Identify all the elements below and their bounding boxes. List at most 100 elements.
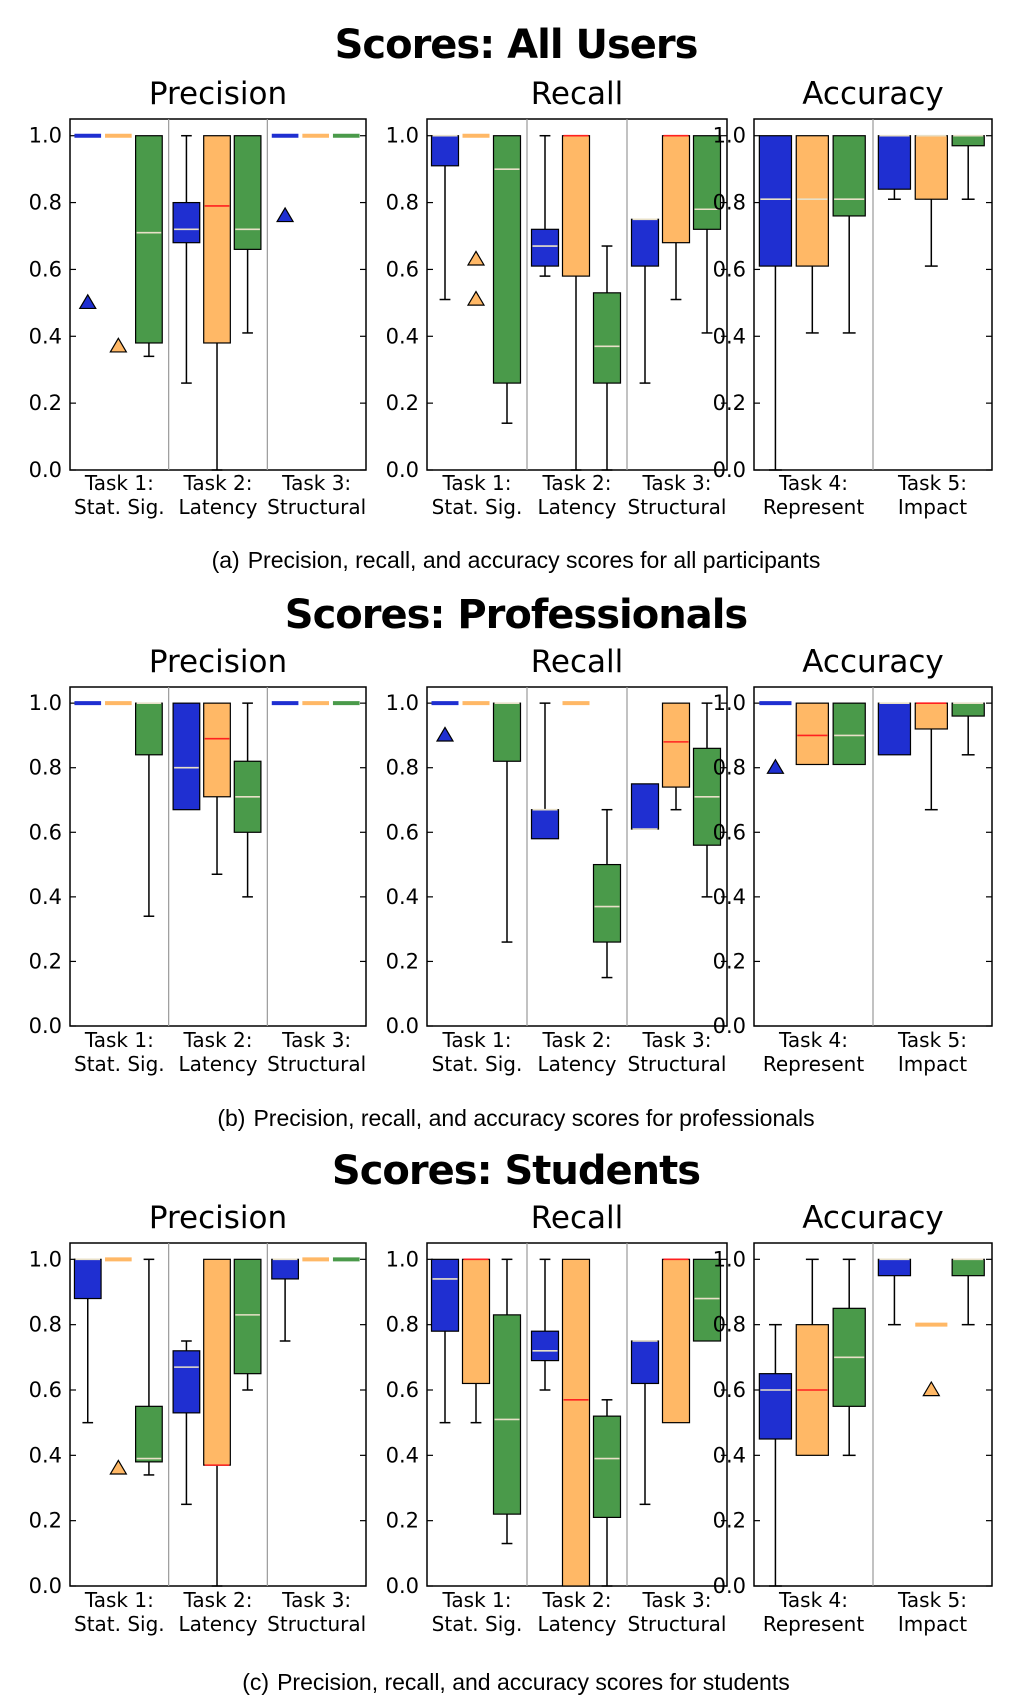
box-1	[172, 134, 201, 384]
section-title: Scores: Students	[332, 1148, 700, 1194]
box-3	[951, 1258, 985, 1326]
box-1	[877, 702, 912, 756]
task-sublabel: Latency	[178, 495, 257, 519]
y-tick-label: 0.8	[386, 1313, 419, 1337]
caption: (a) Precision, recall, and accuracy score…	[212, 547, 821, 573]
outlier-marker	[109, 1459, 128, 1475]
box-body	[832, 135, 866, 217]
y-tick-label: 0.0	[29, 458, 62, 482]
box-3	[692, 1258, 722, 1342]
y-tick-label: 0.6	[386, 257, 419, 281]
box-body	[661, 1258, 691, 1424]
box-body	[135, 135, 163, 344]
task-label: Task 2:	[542, 471, 612, 495]
task-sublabel: Latency	[537, 1052, 616, 1076]
box-1	[530, 702, 560, 840]
task-label: Task 3:	[642, 471, 712, 495]
y-tick-label: 0.4	[29, 885, 62, 909]
y-tick-label: 0.4	[29, 1443, 62, 1467]
y-tick-label: 0.6	[713, 820, 746, 844]
panel-precision: Precision 0.0 0.2 0.4 0.6 0.8 1.0 Task 1:Stat. …	[29, 1200, 367, 1636]
y-tick-label: 0.6	[29, 257, 62, 281]
y-tick-label: 0.2	[386, 949, 419, 973]
panel-title: Recall	[531, 644, 624, 680]
section-1: Scores: All Users Precision 0.0 0.2 0.4 0.6 0.…	[29, 22, 993, 573]
panel-accuracy: Accuracy 0.0 0.2 0.4 0.6 0.8 1.0 Task 4:Represe…	[713, 644, 993, 1076]
y-tick-label: 0.2	[29, 391, 62, 415]
y-tick-label: 0.8	[386, 756, 419, 780]
y-tick-label: 0.0	[713, 458, 746, 482]
caption-text: Precision, recall, and accuracy scores f…	[277, 1669, 790, 1695]
panel-precision: Precision 0.0 0.2 0.4 0.6 0.8 1.0 Task 1:Stat. …	[29, 644, 367, 1076]
y-tick-label: 0.8	[713, 756, 746, 780]
box-2	[461, 1258, 491, 1424]
panel-title: Precision	[149, 1200, 287, 1236]
task-label: Task 4:	[778, 1588, 848, 1612]
y-tick-label: 0.4	[386, 1443, 419, 1467]
box-body	[795, 135, 829, 267]
panel-title: Recall	[531, 1200, 624, 1236]
y-tick-label: 0.4	[713, 324, 746, 348]
box-1	[530, 134, 560, 277]
outlier-marker	[435, 726, 455, 742]
box-body	[492, 702, 522, 762]
box-body	[692, 135, 722, 230]
task-sublabel: Structural	[267, 1052, 366, 1076]
box-body	[233, 135, 262, 250]
y-tick-label: 1.0	[29, 1247, 62, 1271]
panel-title: Precision	[149, 76, 287, 112]
task-label: Task 2:	[183, 1588, 253, 1612]
y-tick-label: 0.2	[713, 949, 746, 973]
box-body	[951, 135, 985, 147]
box-body	[692, 1258, 722, 1342]
y-tick-label: 1.0	[29, 691, 62, 715]
outlier-marker	[766, 758, 785, 774]
box-2	[105, 1257, 132, 1475]
box-body	[795, 702, 829, 766]
y-tick-label: 1.0	[386, 691, 419, 715]
box-3	[492, 135, 522, 424]
box-2	[915, 1322, 948, 1397]
box-1	[630, 1340, 660, 1506]
box-body	[430, 135, 460, 167]
task-sublabel: Latency	[178, 1612, 257, 1636]
box-body	[492, 135, 522, 384]
box-body	[758, 1373, 793, 1440]
y-tick-label: 0.8	[713, 191, 746, 215]
y-tick-label: 1.0	[386, 1247, 419, 1271]
task-label: Task 1:	[84, 1588, 154, 1612]
task-label: Task 1:	[84, 1028, 154, 1052]
section-title: Scores: All Users	[335, 22, 698, 68]
box-3	[592, 808, 622, 979]
box-body	[461, 1258, 491, 1385]
box-body	[430, 1258, 460, 1332]
y-tick-label: 0.4	[713, 1443, 746, 1467]
box-3	[692, 135, 722, 334]
box-body	[135, 702, 163, 756]
task-label: Task 4:	[778, 1028, 848, 1052]
box-2	[462, 133, 490, 306]
y-tick-label: 1.0	[713, 124, 746, 148]
box-body	[951, 1258, 985, 1277]
task-sublabel: Stat. Sig.	[74, 1612, 165, 1636]
task-label: Task 3:	[642, 1588, 712, 1612]
box-3	[592, 1399, 622, 1587]
task-sublabel: Stat. Sig.	[74, 495, 165, 519]
box-2	[105, 133, 132, 353]
task-label: Task 1:	[84, 471, 154, 495]
box-body	[592, 1415, 622, 1518]
box-1	[530, 1258, 560, 1391]
task-sublabel: Stat. Sig.	[432, 1612, 523, 1636]
y-tick-label: 0.8	[29, 191, 62, 215]
box-body	[203, 1258, 231, 1466]
box-1	[758, 135, 793, 471]
y-tick-label: 0.8	[29, 756, 62, 780]
box-body	[914, 702, 948, 730]
box-3	[233, 135, 262, 334]
box-3	[492, 702, 522, 943]
outlier-marker	[276, 206, 295, 223]
box-body	[530, 809, 560, 840]
panel-title: Accuracy	[802, 1200, 944, 1236]
box-3	[592, 245, 622, 471]
